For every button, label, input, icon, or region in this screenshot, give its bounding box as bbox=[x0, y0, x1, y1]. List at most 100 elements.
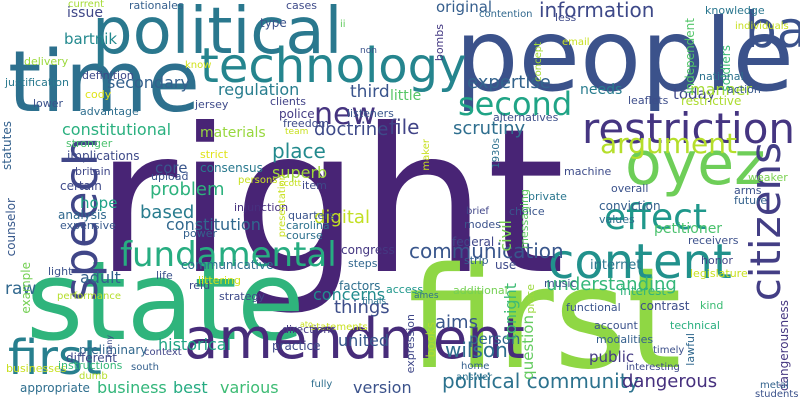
cloud-word: place bbox=[272, 139, 326, 163]
cloud-word: steps bbox=[348, 257, 378, 270]
cloud-word: version bbox=[353, 378, 412, 397]
cloud-word: time bbox=[8, 33, 201, 132]
cloud-word: internet bbox=[590, 258, 642, 273]
cloud-word: functional bbox=[566, 301, 621, 314]
cloud-word: various bbox=[220, 378, 279, 397]
cloud-word: expensive bbox=[60, 219, 116, 232]
cloud-word: values bbox=[599, 213, 635, 226]
cloud-word: light bbox=[48, 265, 73, 278]
cloud-word: core bbox=[155, 159, 188, 177]
cloud-word: weaker bbox=[748, 171, 788, 184]
cloud-word: amendment bbox=[184, 307, 525, 372]
cloud-word: police bbox=[279, 107, 315, 121]
cloud-word: freedom bbox=[283, 117, 330, 130]
cloud-word: based bbox=[140, 202, 195, 223]
cloud-word: listeners bbox=[347, 107, 394, 120]
cloud-word: information bbox=[539, 0, 655, 22]
cloud-word: littering bbox=[198, 274, 242, 287]
cloud-word: right bbox=[95, 86, 565, 319]
cloud-word: carolina bbox=[286, 219, 330, 232]
cloud-word: scrutiny bbox=[453, 118, 526, 139]
cloud-word: counselor bbox=[4, 198, 18, 257]
cloud-word: item bbox=[302, 179, 327, 192]
cloud-word: statutes bbox=[0, 121, 14, 170]
cloud-word: justification bbox=[5, 76, 69, 89]
cloud-word: restrictive bbox=[681, 94, 742, 108]
cloud-word: kind bbox=[700, 299, 724, 312]
cloud-word: clients bbox=[270, 95, 306, 108]
cloud-word: home bbox=[461, 361, 490, 372]
cloud-word: strategy bbox=[219, 290, 265, 303]
cloud-word: first bbox=[8, 330, 102, 386]
cloud-word: directions bbox=[282, 323, 336, 336]
cloud-word: content bbox=[548, 234, 732, 290]
cloud-word: definition bbox=[82, 69, 134, 82]
cloud-word: constitutional bbox=[62, 120, 172, 139]
cloud-word: argument bbox=[600, 127, 737, 160]
cloud-word: account bbox=[594, 319, 638, 332]
cloud-word: email bbox=[562, 37, 590, 48]
cloud-word: scott bbox=[279, 179, 302, 189]
cloud-word: bad bbox=[745, 1, 800, 59]
cloud-word: alternatives bbox=[493, 111, 559, 124]
cloud-word: use bbox=[495, 258, 517, 272]
cloud-word: different bbox=[66, 351, 117, 365]
cloud-word: ames bbox=[414, 291, 439, 301]
cloud-word: arms bbox=[734, 184, 762, 197]
cloud-word: petitioner bbox=[654, 221, 723, 237]
cloud-word: additional bbox=[453, 284, 508, 297]
cloud-word: conviction bbox=[599, 199, 661, 213]
cloud-word: practice bbox=[272, 339, 321, 353]
cloud-word: books bbox=[424, 322, 438, 358]
cloud-word: future bbox=[734, 194, 768, 207]
cloud-word: appropriate bbox=[20, 381, 90, 395]
cloud-word: problem bbox=[150, 179, 225, 200]
cloud-word: concerns bbox=[313, 285, 386, 304]
cloud-word: second bbox=[458, 85, 573, 123]
cloud-word: historical bbox=[158, 335, 232, 354]
cloud-word: preliminary bbox=[79, 343, 148, 357]
cloud-word: rationales bbox=[129, 0, 184, 12]
cloud-word: state bbox=[26, 237, 305, 365]
cloud-word: statements bbox=[311, 322, 368, 333]
cloud-word: students bbox=[755, 389, 799, 400]
cloud-word: people bbox=[455, 0, 794, 114]
cloud-word: bombs bbox=[433, 24, 446, 62]
cloud-word: understanding bbox=[546, 274, 677, 295]
cloud-word: independent bbox=[683, 18, 697, 94]
cloud-word: raw bbox=[5, 279, 37, 299]
cloud-word: needs bbox=[580, 82, 623, 98]
cloud-word: factors bbox=[339, 279, 381, 293]
cloud-word: aims bbox=[435, 312, 478, 333]
cloud-word: public bbox=[589, 348, 635, 366]
cloud-word: quarters bbox=[288, 209, 335, 222]
cloud-word: fully bbox=[311, 379, 333, 390]
cloud-word: persons bbox=[238, 175, 278, 186]
cloud-word: presentation bbox=[277, 174, 288, 238]
cloud-word: strict bbox=[200, 148, 228, 161]
cloud-word: course bbox=[286, 229, 323, 242]
cloud-word: cases bbox=[286, 0, 318, 12]
cloud-word: current bbox=[68, 0, 105, 10]
cloud-word: hope bbox=[80, 194, 118, 212]
cloud-word: cody bbox=[85, 88, 112, 101]
cloud-word: injunction bbox=[234, 201, 289, 214]
cloud-word: file bbox=[389, 115, 420, 139]
cloud-word: finals bbox=[362, 297, 387, 307]
cloud-word: example bbox=[19, 262, 33, 314]
cloud-word: dumb bbox=[79, 371, 108, 382]
cloud-word: strip bbox=[464, 254, 489, 267]
cloud-word: power bbox=[183, 227, 217, 240]
cloud-word: metal bbox=[760, 380, 789, 391]
cloud-word: instructions bbox=[58, 359, 123, 372]
cloud-word: certain bbox=[60, 179, 102, 193]
cloud-word: contrast bbox=[640, 299, 690, 313]
cloud-word: regulation bbox=[218, 80, 300, 99]
cloud-word: brief bbox=[466, 206, 489, 217]
cloud-word: timely bbox=[653, 345, 685, 356]
cloud-word: access bbox=[386, 283, 424, 296]
cloud-word: south bbox=[131, 362, 159, 373]
cloud-word: lawful bbox=[684, 333, 697, 366]
cloud-word: knowledge bbox=[705, 4, 765, 17]
cloud-word: leaflets bbox=[628, 94, 669, 107]
